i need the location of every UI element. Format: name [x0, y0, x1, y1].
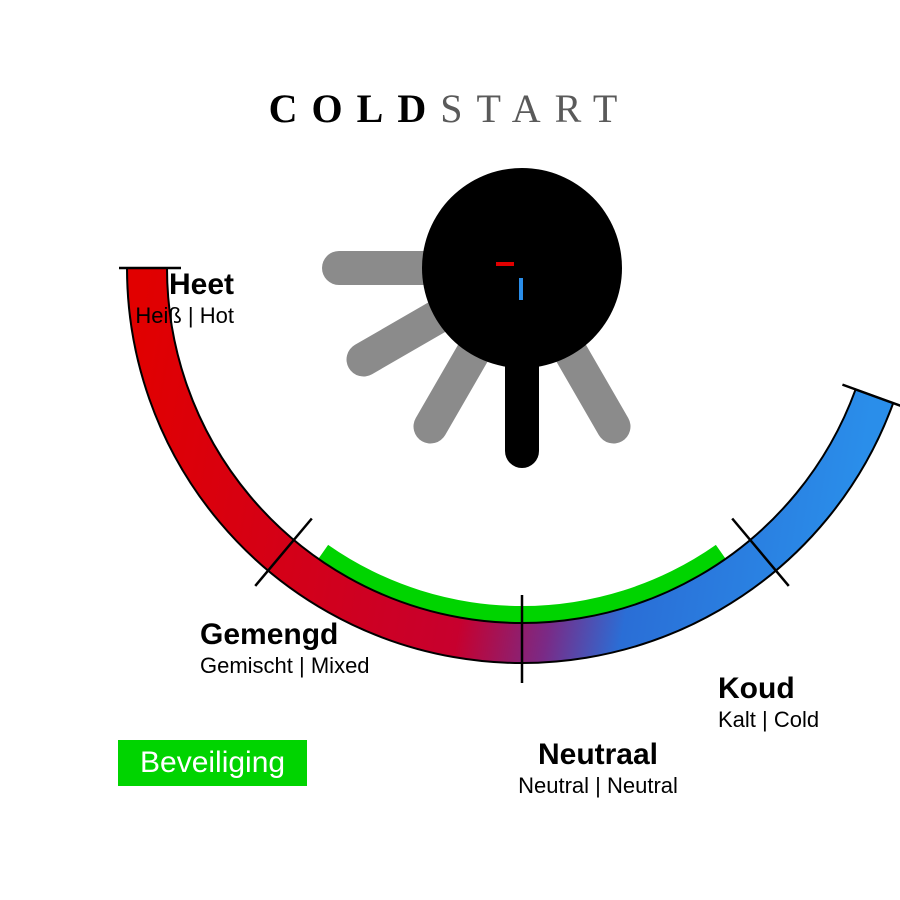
label-hot-secondary: Heiß | Hot: [74, 303, 234, 328]
label-neutral-secondary: Neutral | Neutral: [468, 773, 728, 798]
label-neutral: Neutraal Neutral | Neutral: [468, 738, 728, 798]
label-mixed-secondary: Gemischt | Mixed: [200, 653, 370, 678]
label-hot: Heet Heiß | Hot: [74, 268, 234, 328]
label-hot-primary: Heet: [74, 268, 234, 303]
safety-badge: Beveiliging: [118, 740, 307, 786]
label-mixed-primary: Gemengd: [200, 618, 370, 653]
label-neutral-primary: Neutraal: [468, 738, 728, 773]
label-cold-secondary: Kalt | Cold: [718, 707, 819, 732]
knob-hot-mark-icon: [496, 262, 514, 266]
label-cold-primary: Koud: [718, 672, 819, 707]
knob-cold-mark-icon: [519, 278, 523, 300]
label-cold: Koud Kalt | Cold: [718, 672, 819, 732]
faucet-knob: [422, 168, 672, 418]
label-mixed: Gemengd Gemischt | Mixed: [200, 618, 370, 678]
knob-body: [422, 168, 622, 368]
